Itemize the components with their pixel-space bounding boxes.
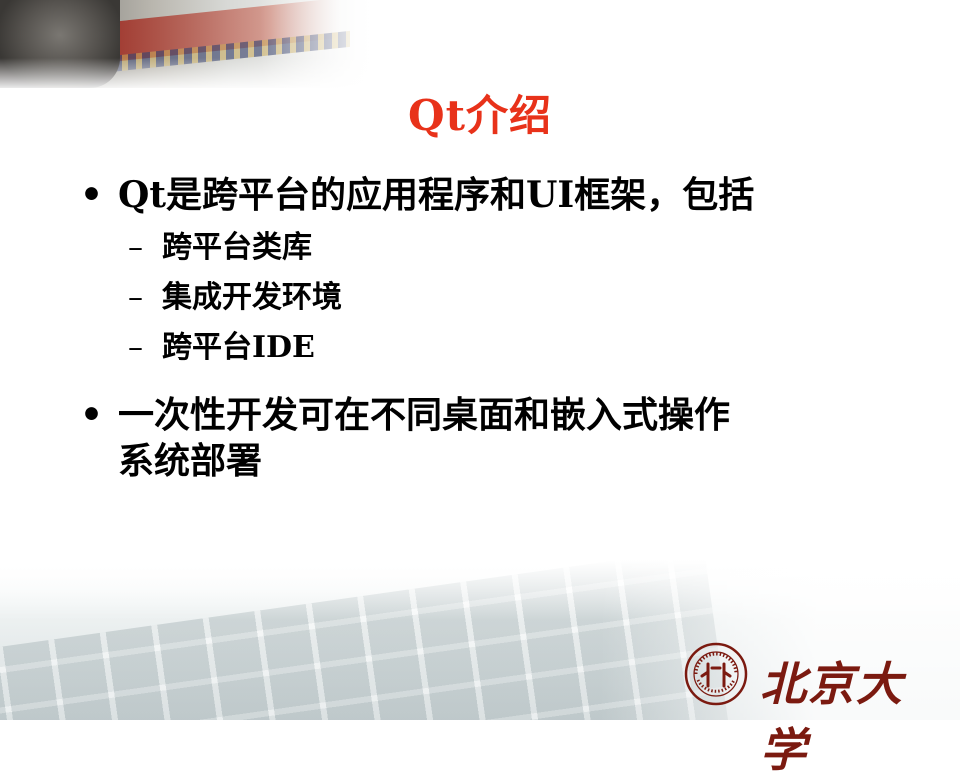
sub-bullet-text: 跨平台类库 xyxy=(162,230,312,265)
bullet-item: • Qt是跨平台的应用程序和UI框架，包括 xyxy=(80,172,900,218)
bullet-text: Qt是跨平台的应用程序和UI框架，包括 xyxy=(118,174,755,216)
sub-bullet-text: 跨平台IDE xyxy=(162,330,315,365)
sub-bullet-item: – 集成开发环境 xyxy=(80,278,900,318)
sub-bullet-dash: – xyxy=(128,280,143,315)
sub-bullet-dash: – xyxy=(128,330,143,365)
sub-bullet-dash: – xyxy=(128,230,143,265)
header-photo-banner xyxy=(0,0,380,88)
sub-bullet-item: – 跨平台类库 xyxy=(80,228,900,268)
bullet-dot: • xyxy=(80,174,104,216)
university-seal-icon xyxy=(684,642,748,706)
bullet-item: • 一次性开发可在不同桌面和嵌入式操作 系统部署 xyxy=(80,392,900,484)
university-logo: 北京大学 xyxy=(684,640,924,777)
bullet-list: • Qt是跨平台的应用程序和UI框架，包括 – 跨平台类库 – 集成开发环境 –… xyxy=(80,172,900,492)
footer-keyboard-photo xyxy=(0,560,960,720)
sub-bullet-text: 集成开发环境 xyxy=(162,280,342,315)
bullet-text-line2: 系统部署 xyxy=(118,440,263,482)
bullet-dot: • xyxy=(80,394,104,436)
university-name: 北京大学 xyxy=(760,657,904,777)
sub-bullet-item: – 跨平台IDE xyxy=(80,328,900,368)
bullet-text-line1: 一次性开发可在不同桌面和嵌入式操作 xyxy=(118,394,731,436)
slide-title: Qt介绍 xyxy=(408,91,552,140)
